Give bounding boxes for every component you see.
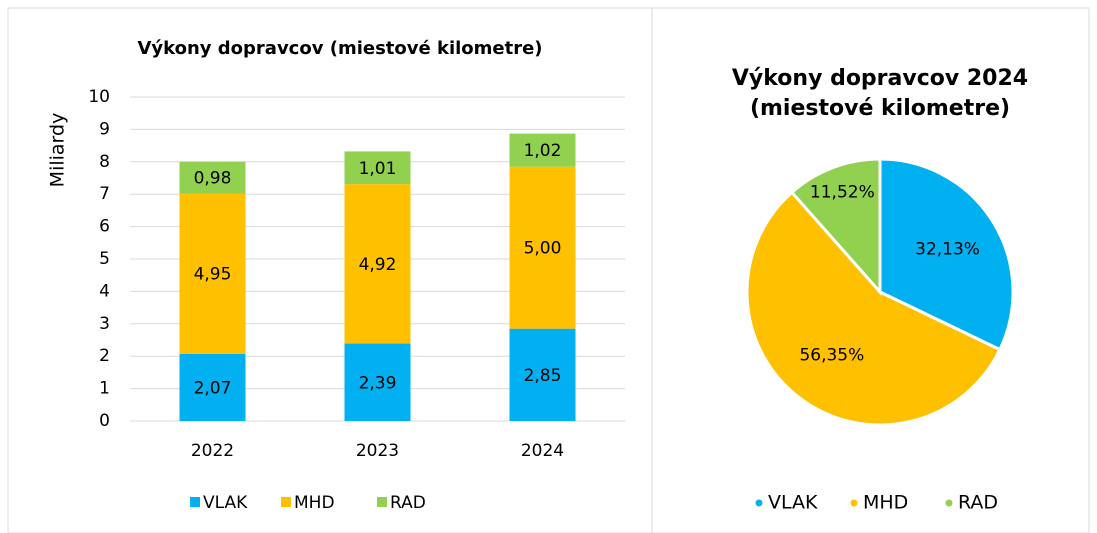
- y-tick-label: 6: [99, 217, 110, 237]
- x-tick-label: 2024: [521, 441, 564, 461]
- data-label: 4,92: [359, 255, 397, 275]
- data-label: 4,95: [194, 265, 232, 285]
- data-label: 0,98: [194, 169, 232, 189]
- bar-segment: [509, 328, 576, 421]
- bar-segment: [179, 193, 246, 354]
- x-tick-label: 2022: [191, 441, 234, 461]
- legend-label: RAD: [390, 493, 426, 513]
- bar-title: Výkony dopravcov (miestové kilometre): [137, 38, 542, 59]
- y-axis-label: Miliardy: [47, 113, 69, 188]
- data-label: 5,00: [524, 239, 562, 259]
- y-tick-label: 7: [99, 184, 110, 204]
- legend-label: VLAK: [203, 493, 248, 513]
- y-tick-label: 4: [99, 281, 110, 301]
- data-label: 56,35%: [799, 346, 864, 366]
- bar-segment: [344, 343, 411, 421]
- data-label: 2,85: [524, 366, 562, 386]
- legend-swatch: [190, 497, 200, 507]
- legend-label: VLAK: [768, 492, 818, 514]
- legend-label: MHD: [863, 492, 908, 514]
- frame: [7, 7, 1090, 533]
- data-label: 1,02: [524, 141, 562, 161]
- data-label: 1,01: [359, 159, 397, 179]
- y-tick-label: 8: [99, 152, 110, 172]
- legend-swatch: [377, 497, 387, 507]
- y-tick-label: 5: [99, 249, 110, 269]
- y-tick-label: 2: [99, 346, 110, 366]
- legend-label: MHD: [294, 493, 335, 513]
- bar-segment: [344, 184, 411, 344]
- bar-segment: [509, 133, 576, 167]
- pie-title: Výkony dopravcov 2024 (miestové kilometr…: [731, 66, 1029, 121]
- bar-segment: [344, 151, 411, 185]
- legend-swatch: [850, 499, 858, 507]
- legend-label: RAD: [958, 492, 998, 514]
- x-tick-label: 2023: [356, 441, 399, 461]
- y-tick-label: 0: [99, 411, 110, 431]
- data-label: 32,13%: [915, 240, 980, 260]
- y-tick-label: 10: [88, 87, 110, 107]
- bar-segment: [179, 161, 246, 194]
- y-tick-label: 3: [99, 314, 110, 334]
- pie-slice: [878, 157, 1015, 352]
- legend-swatch: [755, 499, 763, 507]
- pie-slice: [789, 157, 882, 296]
- legend-swatch: [281, 497, 291, 507]
- legend-swatch: [945, 499, 953, 507]
- bar-segment: [509, 166, 576, 329]
- data-label: 11,52%: [810, 182, 875, 202]
- data-label: 2,39: [359, 373, 397, 393]
- y-tick-label: 9: [99, 119, 110, 139]
- y-tick-label: 1: [99, 379, 110, 399]
- bar-segment: [179, 353, 246, 421]
- data-label: 2,07: [194, 378, 232, 398]
- pie-slice: [745, 190, 1002, 427]
